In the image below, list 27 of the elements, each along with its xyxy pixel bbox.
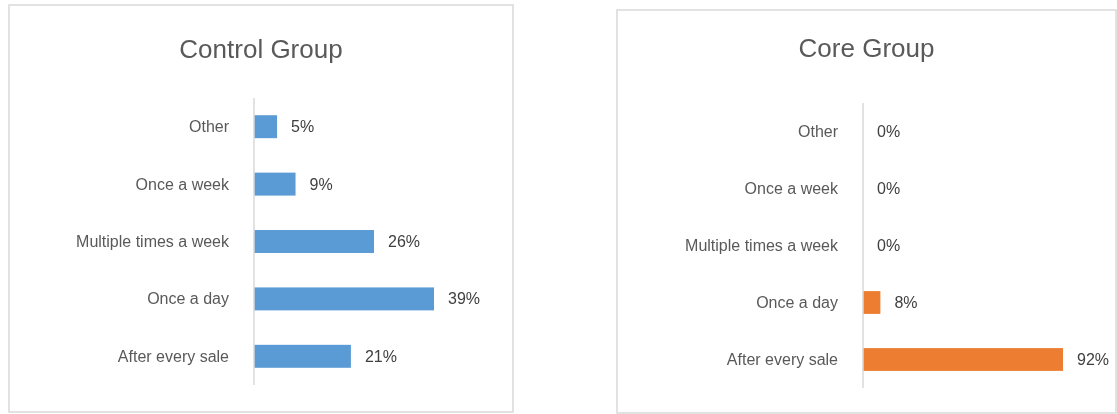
bar: [254, 172, 296, 196]
data-label: 0%: [877, 237, 901, 254]
chart-title: Core Group: [798, 33, 935, 63]
data-label: 26%: [388, 233, 421, 250]
data-label: 0%: [877, 123, 901, 140]
y-tick-label: Once a week: [135, 175, 230, 193]
y-tick-label: After every sale: [726, 351, 839, 368]
chart-title: Control Group: [179, 34, 343, 64]
data-label: 21%: [364, 347, 397, 365]
data-label: 8%: [894, 294, 918, 311]
y-tick-label: Once a day: [756, 294, 838, 311]
bar: [254, 287, 434, 311]
y-tick-label: Other: [188, 118, 230, 136]
data-label: 5%: [291, 118, 315, 136]
bar: [254, 230, 374, 253]
bar: [254, 115, 278, 139]
y-tick-label: Multiple times a week: [685, 237, 839, 254]
bar: [254, 344, 351, 368]
data-label: 9%: [309, 175, 333, 193]
y-tick-label: After every sale: [117, 347, 230, 365]
y-tick-label: Once a day: [147, 290, 229, 308]
y-tick-label: Other: [797, 123, 839, 140]
data-label: 0%: [877, 180, 901, 197]
data-label: 92%: [1077, 351, 1110, 368]
y-tick-label: Once a week: [744, 180, 839, 197]
y-tick-label: Multiple times a week: [76, 233, 230, 250]
data-label: 39%: [448, 290, 481, 308]
